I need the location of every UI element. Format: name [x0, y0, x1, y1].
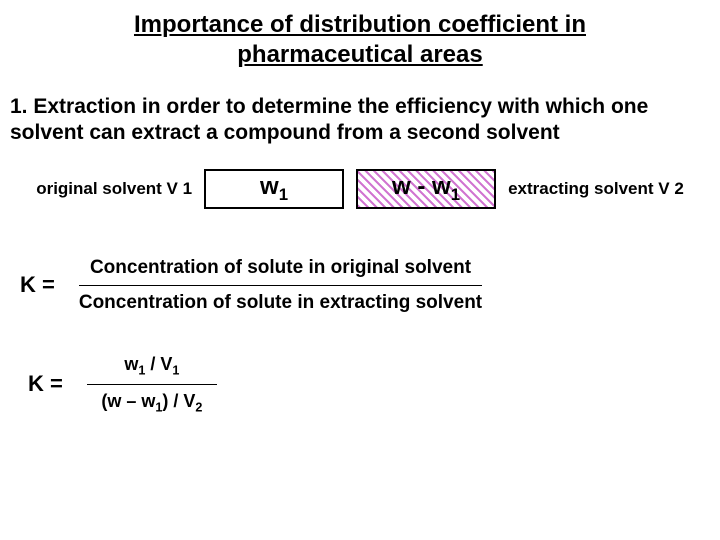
extraction-diagram: original solvent V 1 w1 w - w1 extractin… [0, 169, 720, 209]
title-line1: Importance of distribution coefficient i… [134, 11, 586, 38]
fraction-big-numerator: Concentration of solute in original solv… [90, 257, 471, 279]
fraction-small-denominator: (w – w1) / V2 [101, 391, 202, 415]
k-definition-words: K = Concentration of solute in original … [0, 257, 720, 315]
k-equals-2: K = [28, 371, 63, 397]
fraction-small-numerator: w1 / V1 [124, 354, 179, 378]
box-w-minus-w1-label: w - w1 [392, 173, 460, 205]
page-title: Importance of distribution coefficient i… [0, 0, 720, 70]
fraction-big-line [79, 285, 482, 287]
title-line2: pharmaceutical areas [237, 41, 482, 68]
extracting-solvent-label: extracting solvent V 2 [508, 179, 684, 199]
box-w-minus-w1: w - w1 [356, 169, 496, 209]
fraction-small-line [87, 384, 217, 386]
k-equals-1: K = [20, 272, 55, 298]
fraction-big-denominator: Concentration of solute in extracting so… [79, 292, 482, 314]
fraction-small: w1 / V1 (w – w1) / V2 [87, 354, 217, 415]
box-w1: w1 [204, 169, 344, 209]
original-solvent-label: original solvent V 1 [36, 179, 192, 199]
fraction-big: Concentration of solute in original solv… [79, 257, 482, 315]
k-definition-formula: K = w1 / V1 (w – w1) / V2 [0, 354, 720, 415]
box-w1-label: w1 [260, 173, 288, 205]
section-1-text: 1. Extraction in order to determine the … [0, 70, 720, 147]
